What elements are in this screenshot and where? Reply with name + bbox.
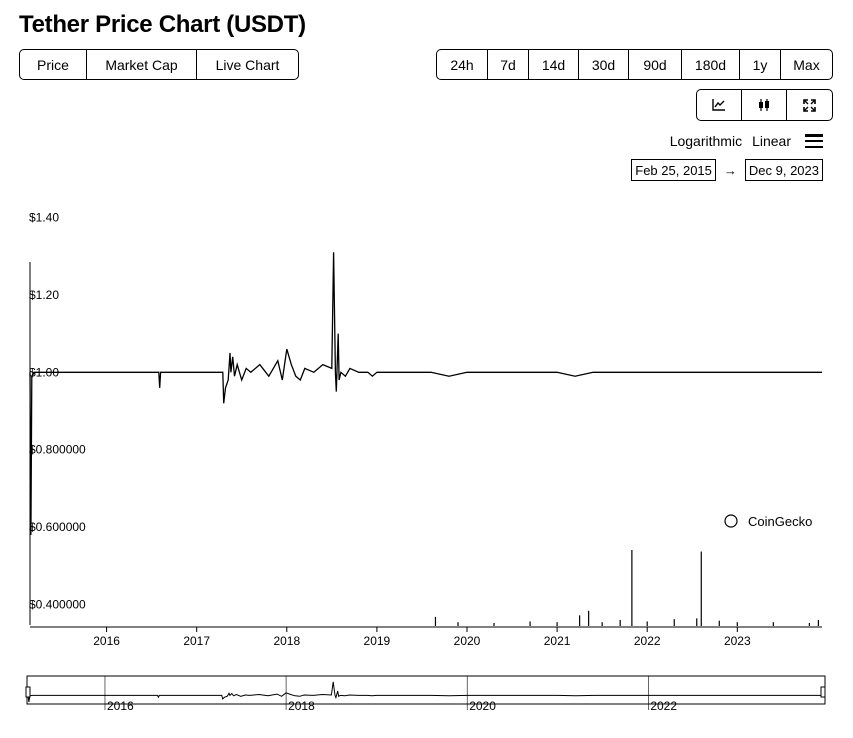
x-tick-label: 2022 <box>634 634 661 648</box>
range-1y-button[interactable]: 1y <box>740 50 781 79</box>
price-series-line <box>29 252 822 535</box>
navigator-tick-label: 2022 <box>650 699 677 713</box>
navigator-tick-label: 2018 <box>288 699 315 713</box>
navigator-x-axis: 2016 2018 2020 2022 <box>104 676 677 713</box>
tab-price[interactable]: Price <box>20 50 87 79</box>
x-tick-label: 2019 <box>364 634 391 648</box>
watermark-text: CoinGecko <box>748 514 812 529</box>
x-tick-label: 2020 <box>454 634 481 648</box>
arrow-right-icon: → <box>723 162 737 178</box>
volume-bars <box>434 550 819 626</box>
y-tick-label: $1.20 <box>29 288 59 302</box>
scale-toggle: Logarithmic Linear <box>670 133 823 149</box>
date-range: Feb 25, 2015 → Dec 9, 2023 <box>631 159 823 181</box>
y-tick-label: $0.800000 <box>29 443 86 457</box>
coingecko-logo-icon <box>724 514 738 528</box>
navigator[interactable]: 2016 2018 2020 2022 <box>0 670 853 716</box>
date-to-field[interactable]: Dec 9, 2023 <box>744 159 823 181</box>
y-tick-label: $1.40 <box>29 210 59 224</box>
navigator-series-line <box>27 681 824 703</box>
y-axis: $1.40$1.20$1.00$0.800000$0.600000$0.4000… <box>29 210 86 625</box>
y-tick-label: $0.600000 <box>29 520 86 534</box>
fullscreen-button[interactable] <box>787 90 832 120</box>
candlestick-button[interactable] <box>742 90 787 120</box>
range-max-button[interactable]: Max <box>793 56 820 73</box>
x-tick-label: 2021 <box>544 634 571 648</box>
range-24h-button[interactable]: 24h <box>437 50 488 79</box>
time-range-selector: 24h 7d 14d 30d 90d 180d 1y Max <box>436 49 833 80</box>
navigator-tick-label: 2016 <box>107 699 134 713</box>
x-tick-label: 2016 <box>93 634 120 648</box>
navigator-tick-label: 2020 <box>469 699 496 713</box>
date-from-field[interactable]: Feb 25, 2015 <box>631 159 716 181</box>
candlestick-icon <box>759 99 769 111</box>
y-tick-label: $0.400000 <box>29 598 86 612</box>
range-14d-button[interactable]: 14d <box>529 50 579 79</box>
chart-toolbar <box>696 89 833 121</box>
range-30d-button[interactable]: 30d <box>579 50 629 79</box>
watermark: CoinGecko <box>724 514 812 529</box>
chart-tabs: Price Market Cap Live Chart <box>19 49 299 80</box>
tab-market-cap[interactable]: Market Cap <box>87 50 197 79</box>
page-title: Tether Price Chart (USDT) <box>19 11 306 38</box>
line-chart-icon <box>712 99 725 111</box>
scale-linear-option[interactable]: Linear <box>752 133 791 149</box>
range-7d-button[interactable]: 7d <box>488 50 529 79</box>
hamburger-menu-icon[interactable] <box>805 134 823 148</box>
range-90d-button[interactable]: 90d <box>629 50 682 79</box>
range-180d-button[interactable]: 180d <box>682 50 740 79</box>
x-axis: 2016 2017 2018 2019 2020 2021 2022 2023 <box>30 626 822 648</box>
x-tick-label: 2023 <box>724 634 751 648</box>
navigator-left-handle[interactable] <box>25 686 31 698</box>
x-tick-label: 2018 <box>273 634 300 648</box>
x-tick-label: 2017 <box>183 634 210 648</box>
scale-logarithmic-option[interactable]: Logarithmic <box>669 133 743 149</box>
price-chart[interactable]: $1.40$1.20$1.00$0.800000$0.600000$0.4000… <box>0 190 853 660</box>
line-chart-button[interactable] <box>697 90 742 120</box>
fullscreen-icon <box>803 98 816 112</box>
tab-live-chart[interactable]: Live Chart <box>215 56 280 73</box>
navigator-frame <box>26 675 826 705</box>
navigator-right-handle[interactable] <box>820 686 826 698</box>
